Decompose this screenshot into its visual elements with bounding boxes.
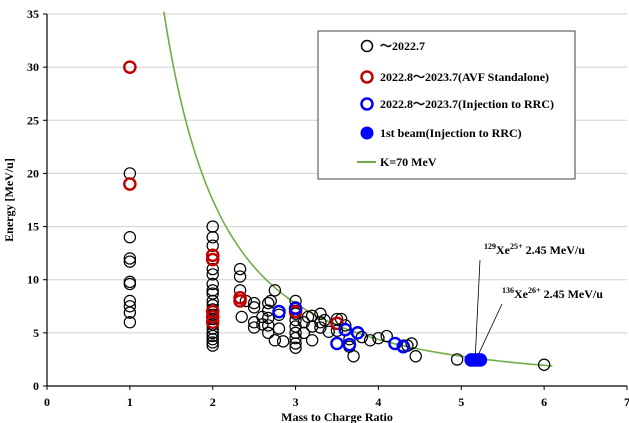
data-point-series-0 xyxy=(405,337,418,350)
data-point-series-3 xyxy=(473,353,488,367)
data-point-series-1 xyxy=(123,177,137,191)
data-point-series-2 xyxy=(330,336,344,351)
legend-label-4: K=70 MeV xyxy=(380,155,437,169)
data-point-series-0 xyxy=(305,334,319,347)
x-tick-label: 2 xyxy=(210,395,216,409)
data-point-series-0 xyxy=(123,300,137,313)
axes: 0 5 10 15 20 25 30 35 0 1 2 3 4 5 6 7 xyxy=(27,7,629,409)
data-point-series-0 xyxy=(123,306,137,319)
data-point-series-0 xyxy=(450,353,464,366)
annotation-leader-line xyxy=(474,259,481,354)
data-point-series-1 xyxy=(205,315,220,330)
legend-label-0: ～2022.7 xyxy=(380,39,425,53)
data-point-series-0 xyxy=(409,350,422,363)
data-point-series-0 xyxy=(247,301,261,314)
data-point-series-0 xyxy=(206,336,219,349)
data-point-series-0 xyxy=(268,334,282,347)
data-point-series-0 xyxy=(347,350,360,363)
y-tick-label: 35 xyxy=(27,7,39,21)
data-points xyxy=(123,60,551,371)
x-tick-label: 1 xyxy=(127,395,133,409)
data-point-series-0 xyxy=(262,326,275,340)
data-point-series-0 xyxy=(264,294,277,308)
data-point-series-2 xyxy=(288,301,303,316)
data-point-series-0 xyxy=(206,333,219,346)
x-axis-label: Mass to Charge Ratio xyxy=(281,410,393,423)
x-tick-label: 7 xyxy=(624,395,629,409)
annotations: 129Xe25+ 2.45 MeV/u 136Xe26+ 2.45 MeV/u xyxy=(474,242,603,355)
data-point-series-0 xyxy=(123,252,137,265)
x-tick-label: 6 xyxy=(541,395,547,409)
data-point-series-0 xyxy=(372,331,385,345)
legend-label-1: 2022.8～2023.7(AVF Standalone) xyxy=(380,70,549,84)
data-point-series-0 xyxy=(262,296,275,310)
data-point-series-0 xyxy=(123,277,137,291)
data-point-series-1 xyxy=(205,252,220,267)
annotation-label: 136Xe26+ 2.45 MeV/u xyxy=(502,286,603,301)
data-point-series-0 xyxy=(247,296,261,310)
data-point-series-0 xyxy=(276,335,290,348)
data-point-series-0 xyxy=(206,262,219,276)
legend-label-2: 2022.8～2023.7(Injection to RRC) xyxy=(380,97,554,111)
data-point-series-0 xyxy=(206,239,219,252)
legend-marker-2 xyxy=(360,97,374,111)
data-point-series-0 xyxy=(537,358,551,371)
data-point-series-0 xyxy=(297,326,311,340)
x-tick-label: 0 xyxy=(44,395,50,409)
data-point-series-0 xyxy=(235,310,248,324)
y-tick-label: 5 xyxy=(33,326,39,340)
data-point-series-0 xyxy=(233,270,247,283)
data-point-series-0 xyxy=(123,230,137,244)
data-point-series-0 xyxy=(247,321,261,334)
data-point-series-0 xyxy=(206,339,219,352)
y-tick-label: 0 xyxy=(33,379,39,393)
legend-marker-3 xyxy=(360,126,374,140)
y-tick-label: 30 xyxy=(27,60,39,74)
data-point-series-0 xyxy=(123,255,137,268)
x-tick-label: 4 xyxy=(375,395,381,409)
data-point-series-1 xyxy=(330,316,344,331)
y-tick-label: 10 xyxy=(27,273,39,287)
data-point-series-0 xyxy=(289,341,302,354)
data-point-series-2 xyxy=(338,322,353,337)
data-point-series-1 xyxy=(123,60,137,74)
data-point-series-0 xyxy=(206,268,219,281)
x-tick-label: 3 xyxy=(293,395,299,409)
legend-marker-0 xyxy=(360,39,374,53)
data-point-series-2 xyxy=(342,337,357,352)
data-point-series-2 xyxy=(350,326,365,340)
data-point-series-0 xyxy=(339,319,352,332)
data-point-series-2 xyxy=(388,336,402,351)
data-point-series-1 xyxy=(233,294,247,308)
annotation-label: 129Xe25+ 2.45 MeV/u xyxy=(484,242,585,257)
y-axis-label: Energy [MeV/u] xyxy=(2,158,16,242)
data-point-series-0 xyxy=(380,329,393,343)
data-point-series-2 xyxy=(272,304,286,319)
data-point-series-0 xyxy=(289,337,302,350)
data-point-series-0 xyxy=(123,316,137,329)
data-point-series-0 xyxy=(233,262,247,276)
data-point-series-0 xyxy=(268,284,282,297)
data-point-series-0 xyxy=(322,325,335,338)
data-point-series-2 xyxy=(396,339,411,354)
data-point-series-0 xyxy=(272,322,286,335)
data-point-series-0 xyxy=(206,329,219,343)
data-point-series-1 xyxy=(205,248,220,263)
data-point-series-0 xyxy=(363,334,377,347)
data-point-series-0 xyxy=(314,307,327,320)
legend-marker-1 xyxy=(360,70,374,84)
data-point-series-0 xyxy=(318,313,331,327)
x-tick-label: 5 xyxy=(458,395,464,409)
data-point-series-0 xyxy=(206,230,219,244)
y-tick-label: 25 xyxy=(27,113,39,127)
data-point-series-0 xyxy=(206,277,219,291)
y-tick-label: 15 xyxy=(27,220,39,234)
legend-label-3: 1st beam(Injection to RRC) xyxy=(380,126,522,140)
legend: ～2022.7 2022.8～2023.7(AVF Standalone) 20… xyxy=(317,30,576,180)
y-tick-label: 20 xyxy=(27,166,39,180)
annotation-leader-line xyxy=(478,303,503,355)
data-point-series-1 xyxy=(205,310,220,324)
